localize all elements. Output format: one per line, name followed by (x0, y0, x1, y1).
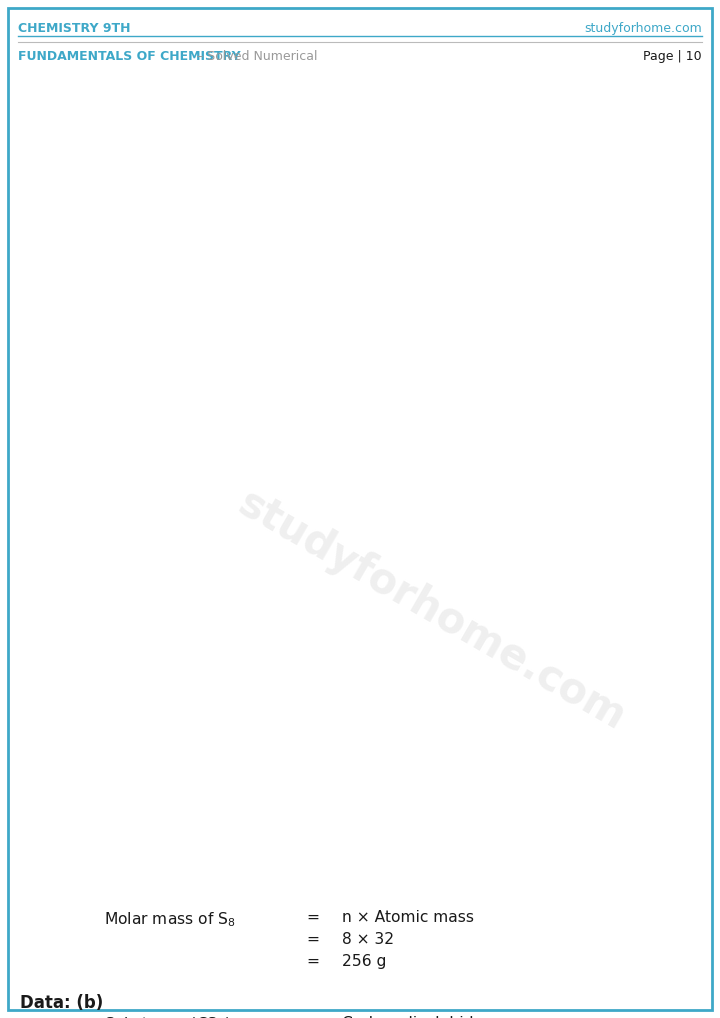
Text: CHEMISTRY 9TH: CHEMISTRY 9TH (18, 22, 130, 35)
Text: Data: (b): Data: (b) (20, 994, 104, 1012)
Text: – Solved Numerical: – Solved Numerical (193, 50, 318, 62)
Text: =: = (307, 910, 320, 925)
Text: Carbon disulphide: Carbon disulphide (342, 1016, 483, 1018)
Text: studyforhome.com: studyforhome.com (584, 22, 702, 35)
Text: 8 × 32: 8 × 32 (342, 932, 394, 947)
Text: Molar mass of S$_8$: Molar mass of S$_8$ (104, 910, 236, 928)
Text: =: = (307, 954, 320, 969)
Text: studyforhome.com: studyforhome.com (230, 483, 634, 739)
Text: =: = (307, 1016, 320, 1018)
Text: Substance (CS$_2$): Substance (CS$_2$) (104, 1016, 231, 1018)
Text: n × Atomic mass: n × Atomic mass (342, 910, 474, 925)
Text: =: = (307, 932, 320, 947)
Text: Page | 10: Page | 10 (644, 50, 702, 62)
Text: 256 g: 256 g (342, 954, 387, 969)
Text: FUNDAMENTALS OF CHEMISTRY: FUNDAMENTALS OF CHEMISTRY (18, 50, 240, 62)
